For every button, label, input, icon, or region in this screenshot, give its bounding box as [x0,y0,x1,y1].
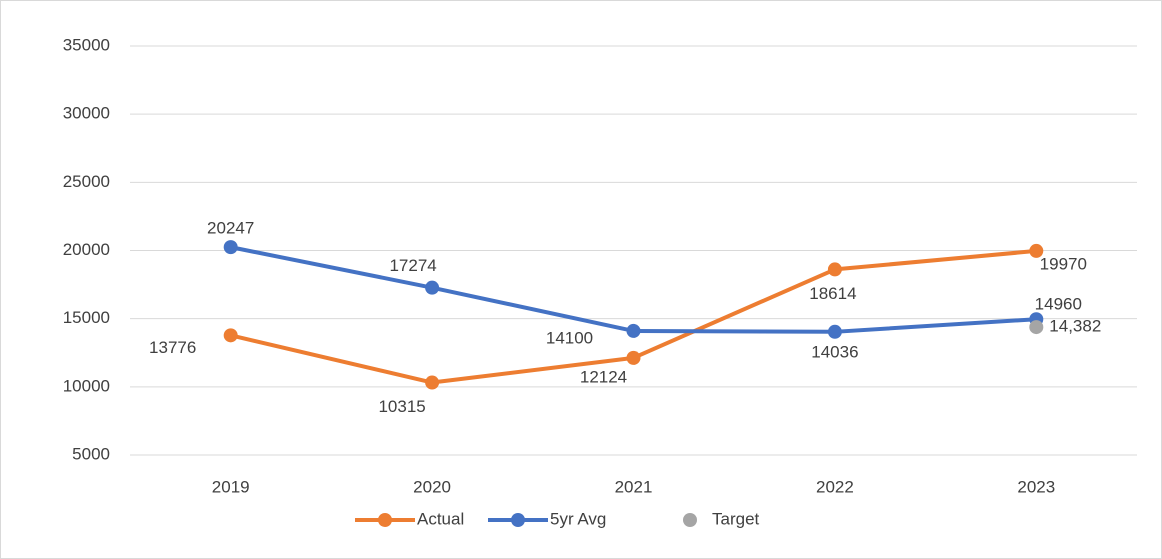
y-tick-label: 15000 [63,308,110,327]
data-label: 14960 [1035,295,1082,314]
data-label: 18614 [809,284,856,303]
x-tick-label: 2023 [1017,477,1055,496]
point [1029,243,1044,258]
data-label: 20247 [207,219,254,238]
data-label: 12124 [580,367,627,386]
point [626,350,641,365]
point [425,280,440,295]
point [827,324,842,339]
data-label: 14100 [546,328,593,347]
legend-marker [511,513,525,527]
y-tick-label: 30000 [63,104,110,123]
data-label: 13776 [149,338,196,357]
legend-label: Target [712,509,760,528]
y-tick-label: 5000 [72,444,110,463]
data-label: 14036 [811,342,858,361]
legend-marker [683,513,697,527]
point [626,323,641,338]
data-label: 14,382 [1049,317,1101,336]
legend-label: Actual [417,509,464,528]
y-tick-label: 25000 [63,172,110,191]
y-tick-label: 35000 [63,35,110,54]
point [1029,320,1044,335]
point [827,262,842,277]
legend-marker [378,513,392,527]
point [425,375,440,390]
x-tick-label: 2021 [615,477,653,496]
data-label: 10315 [378,397,425,416]
data-label: 19970 [1040,254,1087,273]
point [223,240,238,255]
y-tick-label: 10000 [63,376,110,395]
point [223,328,238,343]
y-tick-label: 20000 [63,240,110,259]
data-label: 17274 [389,256,436,275]
x-tick-label: 2020 [413,477,451,496]
x-tick-label: 2019 [212,477,250,496]
x-tick-label: 2022 [816,477,854,496]
legend-label: 5yr Avg [550,509,606,528]
